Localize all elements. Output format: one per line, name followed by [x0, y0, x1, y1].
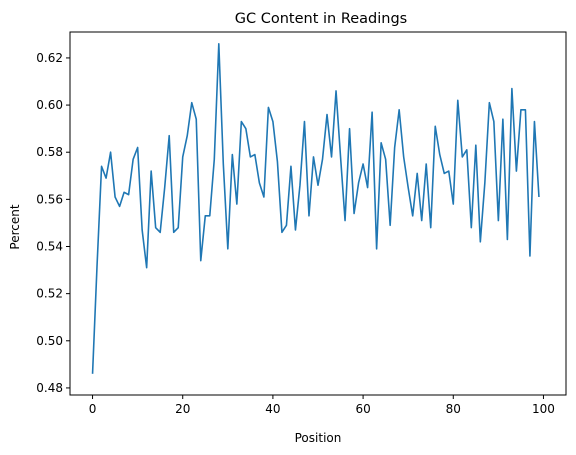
- y-axis-label: Percent: [8, 204, 22, 249]
- y-tick-label: 0.54: [36, 240, 63, 254]
- y-tick-label: 0.56: [36, 192, 63, 206]
- x-tick-label: 80: [446, 402, 461, 416]
- y-tick-label: 0.50: [36, 334, 63, 348]
- y-tick-label: 0.58: [36, 145, 63, 159]
- x-axis: 0 20 40 60 80 100: [89, 395, 555, 416]
- x-tick-label: 40: [265, 402, 280, 416]
- x-tick-label: 20: [175, 402, 190, 416]
- chart-title: GC Content in Readings: [235, 11, 408, 27]
- y-axis: 0.48 0.50 0.52 0.54 0.56 0.58 0.60 0.62: [36, 51, 70, 395]
- x-axis-label: Position: [295, 431, 342, 445]
- y-tick-label: 0.60: [36, 98, 63, 112]
- x-tick-label: 60: [355, 402, 370, 416]
- y-tick-label: 0.62: [36, 51, 63, 65]
- y-tick-label: 0.48: [36, 381, 63, 395]
- y-tick-label: 0.52: [36, 287, 63, 301]
- plot-frame: [69, 31, 567, 396]
- series-line: [91, 42, 540, 374]
- plot-area: [91, 42, 540, 374]
- x-tick-label: 0: [89, 402, 97, 416]
- x-tick-label: 100: [532, 402, 555, 416]
